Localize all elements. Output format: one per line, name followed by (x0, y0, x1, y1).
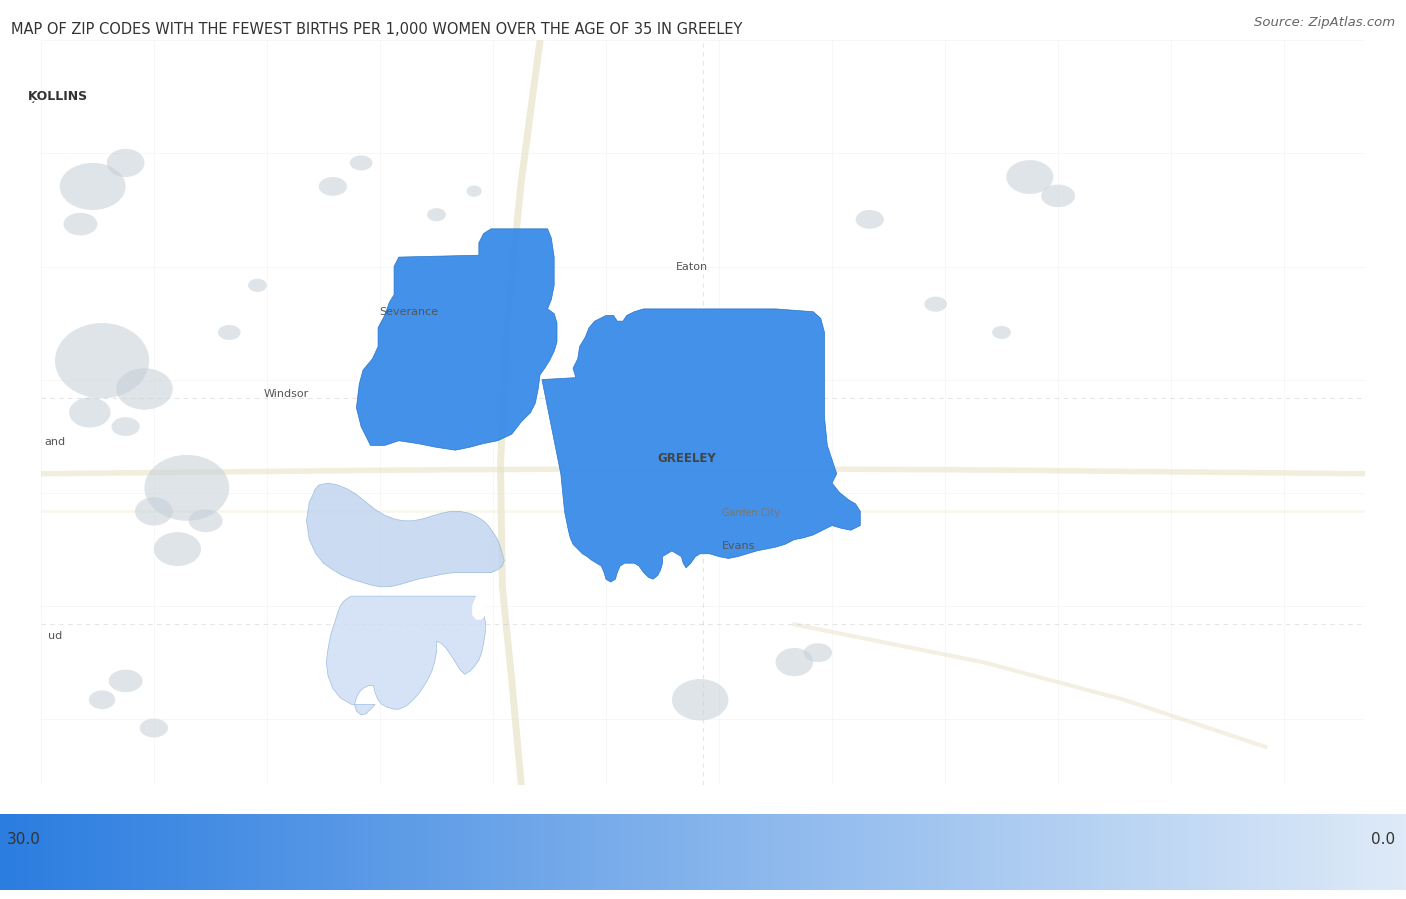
Ellipse shape (804, 644, 832, 662)
Ellipse shape (856, 210, 884, 229)
Ellipse shape (1007, 160, 1053, 194)
Polygon shape (326, 596, 485, 715)
Ellipse shape (350, 156, 373, 171)
Text: and: and (45, 437, 66, 448)
Ellipse shape (319, 177, 347, 196)
Text: Source: ZipAtlas.com: Source: ZipAtlas.com (1254, 16, 1395, 29)
Ellipse shape (188, 510, 222, 532)
Ellipse shape (153, 532, 201, 566)
Ellipse shape (145, 455, 229, 521)
Ellipse shape (467, 185, 482, 197)
Ellipse shape (427, 208, 446, 221)
Ellipse shape (993, 325, 1011, 339)
Polygon shape (541, 309, 860, 582)
Ellipse shape (218, 325, 240, 340)
Text: Severance: Severance (380, 307, 439, 317)
Ellipse shape (117, 369, 173, 410)
Text: MAP OF ZIP CODES WITH THE FEWEST BIRTHS PER 1,000 WOMEN OVER THE AGE OF 35 IN GR: MAP OF ZIP CODES WITH THE FEWEST BIRTHS … (11, 22, 742, 38)
Ellipse shape (107, 148, 145, 177)
Text: ĶOLLINS: ĶOLLINS (28, 90, 89, 102)
Ellipse shape (69, 397, 111, 428)
Ellipse shape (108, 670, 142, 692)
Polygon shape (472, 596, 485, 619)
Text: Eaton: Eaton (676, 263, 709, 272)
Text: 30.0: 30.0 (7, 832, 41, 847)
Ellipse shape (672, 679, 728, 720)
Ellipse shape (247, 279, 267, 292)
Polygon shape (356, 229, 557, 450)
Ellipse shape (111, 417, 139, 436)
Ellipse shape (924, 297, 948, 312)
Ellipse shape (89, 690, 115, 709)
Text: 0.0: 0.0 (1371, 832, 1395, 847)
Text: Garden City: Garden City (721, 508, 780, 518)
Ellipse shape (139, 718, 169, 737)
Ellipse shape (63, 213, 97, 236)
Ellipse shape (59, 163, 125, 210)
Ellipse shape (135, 497, 173, 526)
Ellipse shape (55, 323, 149, 398)
Text: Evans: Evans (723, 541, 755, 551)
Ellipse shape (776, 648, 813, 676)
Text: GREELEY: GREELEY (658, 452, 717, 465)
Polygon shape (307, 483, 505, 587)
Text: Windsor: Windsor (263, 389, 308, 399)
Ellipse shape (1040, 184, 1076, 207)
Text: ud: ud (48, 631, 62, 641)
